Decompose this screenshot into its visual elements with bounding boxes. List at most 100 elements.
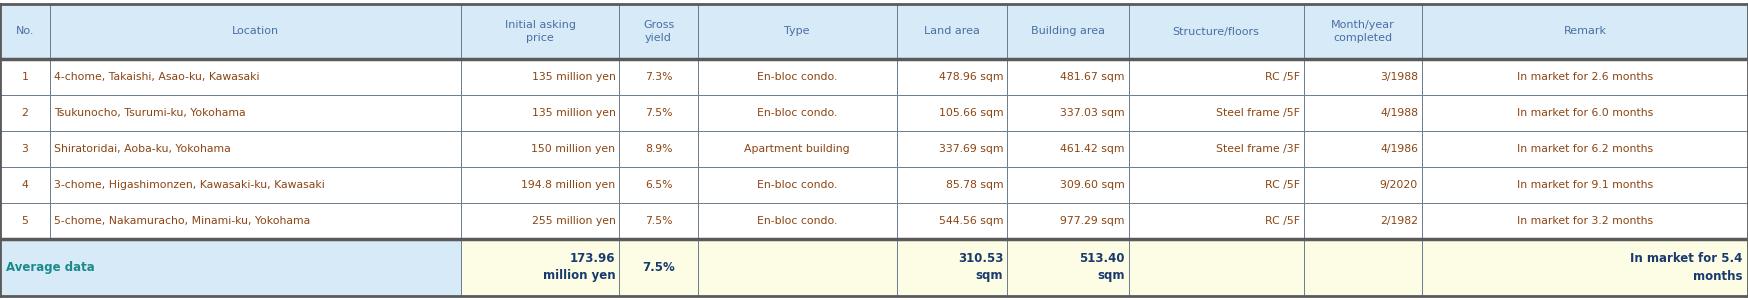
Bar xyxy=(0,167,51,203)
Text: 4/1986: 4/1986 xyxy=(1381,144,1418,154)
Bar xyxy=(51,167,460,203)
Bar xyxy=(1007,239,1129,296)
Bar xyxy=(1423,203,1748,239)
Bar xyxy=(897,95,1007,131)
Bar xyxy=(697,95,897,131)
Text: 478.96 sqm: 478.96 sqm xyxy=(939,72,1003,82)
Bar xyxy=(0,59,51,95)
Text: 4-chome, Takaishi, Asao-ku, Kawasaki: 4-chome, Takaishi, Asao-ku, Kawasaki xyxy=(54,72,259,82)
Text: 2/1982: 2/1982 xyxy=(1381,216,1418,226)
Text: 2: 2 xyxy=(21,108,28,118)
Bar xyxy=(51,59,460,95)
Text: 310.53
sqm: 310.53 sqm xyxy=(958,253,1003,283)
Bar xyxy=(697,131,897,167)
Text: En-bloc condo.: En-bloc condo. xyxy=(757,216,837,226)
Text: 5: 5 xyxy=(21,216,28,226)
Text: En-bloc condo.: En-bloc condo. xyxy=(757,108,837,118)
Bar xyxy=(619,4,697,59)
Bar xyxy=(1304,239,1423,296)
Bar xyxy=(1007,4,1129,59)
Text: Steel frame /5F: Steel frame /5F xyxy=(1215,108,1299,118)
Text: In market for 5.4
months: In market for 5.4 months xyxy=(1629,253,1743,283)
Text: 135 million yen: 135 million yen xyxy=(531,108,615,118)
Text: In market for 6.0 months: In market for 6.0 months xyxy=(1517,108,1654,118)
Text: 173.96
million yen: 173.96 million yen xyxy=(544,253,615,283)
Text: 461.42 sqm: 461.42 sqm xyxy=(1059,144,1124,154)
Text: 150 million yen: 150 million yen xyxy=(531,144,615,154)
Bar xyxy=(1423,167,1748,203)
Text: 4: 4 xyxy=(21,180,28,190)
Bar xyxy=(460,239,619,296)
Text: RC /5F: RC /5F xyxy=(1264,72,1299,82)
Text: 9/2020: 9/2020 xyxy=(1379,180,1418,190)
Text: En-bloc condo.: En-bloc condo. xyxy=(757,72,837,82)
Text: 7.5%: 7.5% xyxy=(642,261,675,274)
Text: 337.03 sqm: 337.03 sqm xyxy=(1059,108,1124,118)
Bar xyxy=(1007,203,1129,239)
Bar xyxy=(619,95,697,131)
Text: Average data: Average data xyxy=(5,261,94,274)
Text: 513.40
sqm: 513.40 sqm xyxy=(1079,253,1124,283)
Bar xyxy=(460,4,619,59)
Bar xyxy=(460,167,619,203)
Text: 255 million yen: 255 million yen xyxy=(531,216,615,226)
Bar xyxy=(897,4,1007,59)
Text: 7.3%: 7.3% xyxy=(645,72,673,82)
Bar xyxy=(0,4,51,59)
Bar xyxy=(1129,4,1304,59)
Text: 1: 1 xyxy=(21,72,28,82)
Bar xyxy=(1304,203,1423,239)
Text: Land area: Land area xyxy=(925,26,981,37)
Bar xyxy=(697,59,897,95)
Bar xyxy=(51,4,460,59)
Text: Shiratoridai, Aoba-ku, Yokohama: Shiratoridai, Aoba-ku, Yokohama xyxy=(54,144,231,154)
Bar xyxy=(697,167,897,203)
Bar xyxy=(51,203,460,239)
Text: 977.29 sqm: 977.29 sqm xyxy=(1059,216,1124,226)
Bar xyxy=(1007,167,1129,203)
Bar xyxy=(897,131,1007,167)
Text: In market for 3.2 months: In market for 3.2 months xyxy=(1517,216,1654,226)
Bar xyxy=(460,95,619,131)
Text: 135 million yen: 135 million yen xyxy=(531,72,615,82)
Bar xyxy=(0,95,51,131)
Text: Month/year
completed: Month/year completed xyxy=(1330,20,1395,43)
Bar xyxy=(0,131,51,167)
Bar xyxy=(619,239,697,296)
Text: Structure/floors: Structure/floors xyxy=(1173,26,1260,37)
Bar xyxy=(1007,131,1129,167)
Bar xyxy=(1007,59,1129,95)
Bar xyxy=(697,203,897,239)
Text: RC /5F: RC /5F xyxy=(1264,216,1299,226)
Bar xyxy=(1129,203,1304,239)
Bar xyxy=(697,4,897,59)
Text: 544.56 sqm: 544.56 sqm xyxy=(939,216,1003,226)
Text: 85.78 sqm: 85.78 sqm xyxy=(946,180,1003,190)
Bar xyxy=(460,203,619,239)
Bar xyxy=(1129,167,1304,203)
Bar xyxy=(619,203,697,239)
Bar xyxy=(897,167,1007,203)
Bar xyxy=(1423,95,1748,131)
Bar xyxy=(897,59,1007,95)
Text: In market for 9.1 months: In market for 9.1 months xyxy=(1517,180,1654,190)
Text: 8.9%: 8.9% xyxy=(645,144,673,154)
Text: Building area: Building area xyxy=(1031,26,1105,37)
Text: 4/1988: 4/1988 xyxy=(1381,108,1418,118)
Bar xyxy=(1129,131,1304,167)
Bar xyxy=(51,95,460,131)
Bar xyxy=(1304,131,1423,167)
Bar xyxy=(1304,167,1423,203)
Bar xyxy=(1129,239,1304,296)
Text: 481.67 sqm: 481.67 sqm xyxy=(1059,72,1124,82)
Text: Location: Location xyxy=(232,26,278,37)
Bar xyxy=(1423,239,1748,296)
Text: In market for 6.2 months: In market for 6.2 months xyxy=(1517,144,1654,154)
Bar xyxy=(1007,95,1129,131)
Bar xyxy=(1304,59,1423,95)
Bar xyxy=(1423,131,1748,167)
Bar xyxy=(460,131,619,167)
Bar xyxy=(1423,4,1748,59)
Bar xyxy=(0,239,460,296)
Text: RC /5F: RC /5F xyxy=(1264,180,1299,190)
